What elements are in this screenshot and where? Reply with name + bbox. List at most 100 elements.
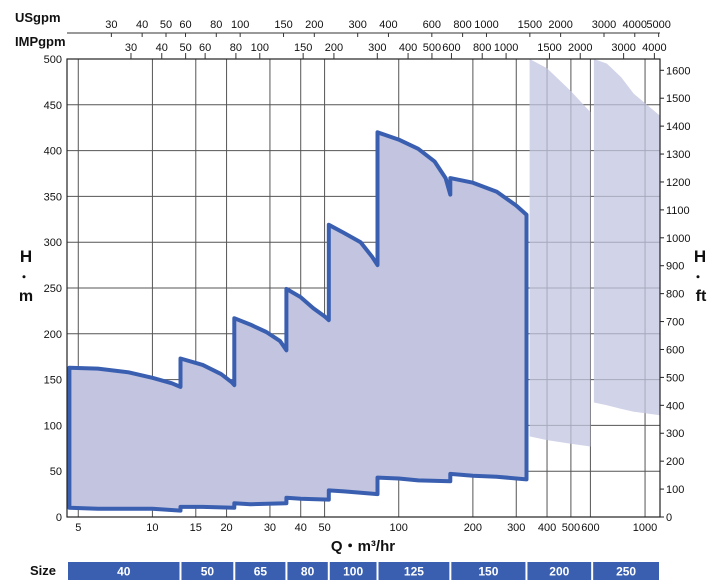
x-tick-label: 10 [146, 522, 158, 534]
right-axis-label-dot: ・ [692, 270, 704, 284]
x-tick-label: 50 [318, 522, 330, 534]
size-cell-40 [68, 562, 180, 580]
usgpm-tick-label: 3000 [592, 19, 616, 31]
x-tick-label: 500 [562, 522, 580, 534]
usgpm-axis-label: USgpm [15, 10, 61, 25]
impgpm-axis-label: IMPgpm [15, 34, 66, 49]
x-tick-label: 40 [295, 522, 307, 534]
right-axis-label-unit: ft [696, 288, 707, 305]
y-tick-label-ft: 900 [666, 261, 684, 273]
left-axis-label-top: H [20, 247, 32, 266]
usgpm-tick-label: 100 [231, 19, 249, 31]
x-axis-label: Q・m³/hr [331, 538, 395, 555]
size-cell-200 [527, 562, 592, 580]
y-tick-label-m: 200 [44, 329, 62, 341]
impgpm-tick-label: 600 [442, 42, 460, 54]
usgpm-tick-label: 50 [160, 19, 172, 31]
impgpm-tick-label: 200 [325, 42, 343, 54]
y-tick-label-m: 300 [44, 237, 62, 249]
usgpm-tick-label: 300 [349, 19, 367, 31]
y-tick-label-m: 250 [44, 283, 62, 295]
size-cell-label: 65 [254, 565, 268, 579]
y-tick-label-ft: 300 [666, 428, 684, 440]
usgpm-tick-label: 5000 [646, 19, 670, 31]
usgpm-tick-label: 30 [105, 19, 117, 31]
size-cell-80 [287, 562, 328, 580]
impgpm-tick-label: 80 [230, 42, 242, 54]
right-axis-label-top: H [694, 247, 706, 266]
usgpm-tick-label: 1500 [518, 19, 542, 31]
y-tick-label-m: 450 [44, 100, 62, 112]
plot-frame [66, 58, 661, 518]
y-tick-label-ft: 700 [666, 317, 684, 329]
impgpm-tick-label: 3000 [611, 42, 635, 54]
usgpm-tick-label: 400 [379, 19, 397, 31]
usgpm-tick-label: 80 [210, 19, 222, 31]
size-cell-label: 50 [201, 565, 215, 579]
impgpm-tick-label: 60 [199, 42, 211, 54]
usgpm-tick-label: 200 [305, 19, 323, 31]
y-tick-label-ft: 100 [666, 484, 684, 496]
y-tick-label-ft: 200 [666, 456, 684, 468]
size-cell-label: 125 [404, 565, 424, 579]
impgpm-tick-label: 100 [251, 42, 269, 54]
size-cell-label: 250 [616, 565, 636, 579]
x-tick-label: 15 [190, 522, 202, 534]
impgpm-tick-label: 50 [180, 42, 192, 54]
impgpm-tick-label: 4000 [642, 42, 666, 54]
usgpm-tick-label: 60 [179, 19, 191, 31]
size-cell-250 [593, 562, 659, 580]
impgpm-tick-label: 400 [399, 42, 417, 54]
y-tick-label-ft: 1400 [666, 121, 690, 133]
size-cell-125 [378, 562, 450, 580]
size-cell-65 [235, 562, 286, 580]
size-bar-label: Size [30, 563, 56, 578]
impgpm-tick-label: 500 [423, 42, 441, 54]
size-cell-150 [451, 562, 526, 580]
impgpm-tick-label: 40 [156, 42, 168, 54]
usgpm-tick-label: 150 [274, 19, 292, 31]
size-cell-label: 80 [301, 565, 315, 579]
usgpm-tick-label: 2000 [548, 19, 572, 31]
x-tick-label: 100 [390, 522, 408, 534]
usgpm-tick-label: 800 [453, 19, 471, 31]
usgpm-tick-label: 600 [423, 19, 441, 31]
y-tick-label-m: 350 [44, 191, 62, 203]
faded-region-200 [529, 59, 591, 447]
performance-envelope [67, 130, 529, 513]
y-tick-label-ft: 1300 [666, 149, 690, 161]
axes: 0 50 100 150 200 250 300 350 400 450 5000 100 200 300… [44, 19, 691, 534]
x-tick-label: 300 [507, 522, 525, 534]
y-tick-label-m: 100 [44, 420, 62, 432]
y-tick-label-m: 400 [44, 146, 62, 158]
y-tick-label-ft: 800 [666, 289, 684, 301]
y-tick-label-ft: 0 [666, 512, 672, 524]
size-cell-100 [329, 562, 377, 580]
x-tick-label: 1000 [633, 522, 657, 534]
size-cell-label: 150 [478, 565, 498, 579]
x-tick-label: 30 [264, 522, 276, 534]
y-tick-label-ft: 600 [666, 344, 684, 356]
size-bar: 40 50 65 80 100 125 150 200 250 [68, 562, 659, 580]
impgpm-tick-label: 800 [473, 42, 491, 54]
y-tick-label-ft: 1200 [666, 177, 690, 189]
impgpm-tick-label: 1000 [494, 42, 518, 54]
size-cell-label: 40 [117, 565, 131, 579]
x-tick-label: 200 [464, 522, 482, 534]
performance-regions [67, 59, 660, 513]
x-tick-label: 20 [220, 522, 232, 534]
usgpm-tick-label: 1000 [474, 19, 498, 31]
left-axis-label-unit: m [19, 288, 33, 305]
y-tick-label-m: 500 [44, 54, 62, 66]
faded-region-250 [593, 59, 660, 416]
y-tick-label-m: 150 [44, 375, 62, 387]
left-axis-label-dot: ・ [18, 270, 30, 284]
x-tick-label: 600 [581, 522, 599, 534]
size-cell-50 [181, 562, 234, 580]
y-tick-label-m: 50 [50, 466, 62, 478]
y-tick-label-ft: 400 [666, 400, 684, 412]
impgpm-tick-label: 1500 [537, 42, 561, 54]
size-cell-label: 100 [343, 565, 363, 579]
size-cell-label: 200 [549, 565, 569, 579]
